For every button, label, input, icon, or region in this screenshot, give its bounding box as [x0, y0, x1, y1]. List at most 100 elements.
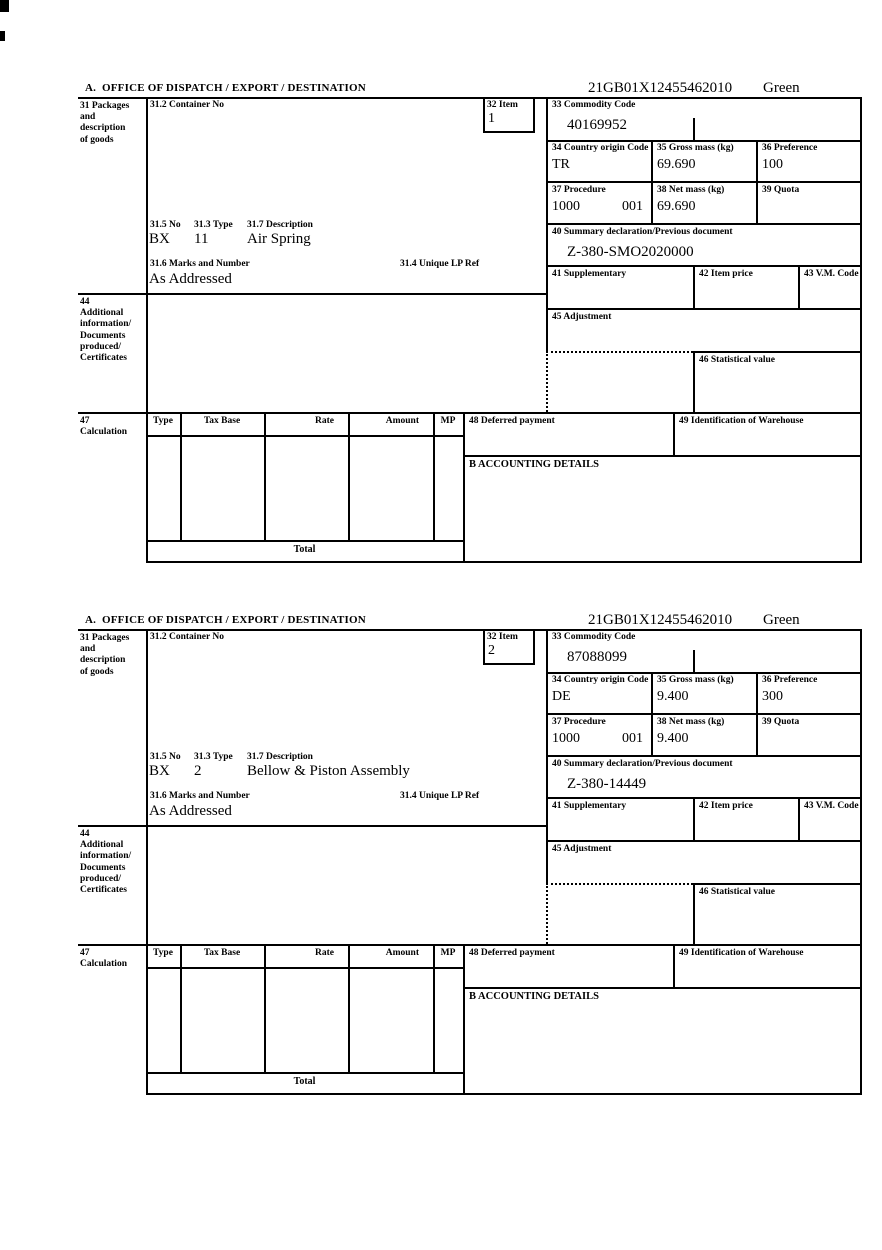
preference-label: 36 Preference: [762, 675, 818, 685]
grid-line: [546, 223, 862, 225]
calc-col-type: Type: [153, 416, 173, 426]
net-mass-label: 38 Net mass (kg): [657, 717, 725, 727]
net-mass-value: 9.400: [657, 731, 689, 746]
gross-mass-value: 9.400: [657, 689, 689, 704]
item-price-label: 42 Item price: [699, 269, 753, 279]
grid-line: [533, 97, 535, 131]
grid-line: [546, 97, 548, 351]
goods-description-value: Bellow & Piston Assembly: [247, 763, 410, 779]
summary-declaration-label: 40 Summary declaration/Previous document: [552, 759, 733, 769]
procedure-label: 37 Procedure: [552, 185, 606, 195]
statistical-value-label: 46 Statistical value: [699, 887, 775, 897]
grid-line: [146, 967, 465, 969]
warehouse-id-label: 49 Identification of Warehouse: [679, 948, 804, 958]
calc-col-amount: Amount: [385, 416, 419, 426]
form-copy-item-2: A. OFFICE OF DISPATCH / EXPORT / DESTINA…: [78, 612, 862, 1095]
grid-line: [180, 412, 182, 540]
dotted-line: [546, 883, 693, 885]
grid-line: [651, 140, 653, 223]
grid-line: [546, 797, 862, 799]
marks-number-value: As Addressed: [149, 271, 232, 287]
country-origin-label: 34 Country origin Code: [552, 675, 649, 685]
routing-channel: Green: [763, 80, 800, 96]
grid-line: [463, 987, 862, 989]
grid-line: [546, 140, 862, 142]
grid-line: [546, 672, 862, 674]
grid-line: [78, 629, 862, 631]
description-label: 31.7 Description: [247, 752, 313, 762]
box47-calculation-label: 47 Calculation: [80, 416, 127, 438]
packages-no-value: BX: [149, 763, 170, 779]
grid-line: [860, 97, 862, 563]
grid-line: [146, 1072, 465, 1074]
packages-type-label: 31.3 Type: [194, 220, 233, 230]
grid-line: [78, 293, 548, 295]
dotted-line: [546, 883, 548, 944]
section-a-title: A. OFFICE OF DISPATCH / EXPORT / DESTINA…: [85, 82, 366, 94]
grid-line: [78, 944, 862, 946]
grid-line: [546, 265, 862, 267]
gross-mass-value: 69.690: [657, 157, 696, 172]
grid-line: [533, 629, 535, 663]
grid-line: [463, 944, 465, 1093]
adjustment-label: 45 Adjustment: [552, 844, 612, 854]
grid-line: [433, 944, 435, 1072]
calc-col-amount: Amount: [385, 948, 419, 958]
grid-line: [348, 944, 350, 1072]
procedure-code2-value: 001: [622, 731, 643, 746]
box44-additional-info-label: 44 Additional information/ Documents pro…: [80, 297, 132, 364]
unique-lp-ref-label: 31.4 Unique LP Ref: [400, 259, 480, 269]
grid-line: [798, 265, 800, 308]
grid-line: [546, 840, 862, 842]
grid-line: [483, 663, 535, 665]
item-number-value: 1: [488, 111, 495, 126]
description-label: 31.7 Description: [247, 220, 313, 230]
grid-line: [673, 412, 675, 455]
packages-type-label: 31.3 Type: [194, 752, 233, 762]
packages-no-label: 31.5 No: [150, 752, 181, 762]
procedure-code-value: 1000: [552, 731, 580, 746]
grid-line: [693, 265, 695, 308]
net-mass-label: 38 Net mass (kg): [657, 185, 725, 195]
grid-line: [146, 1093, 862, 1095]
section-a-title: A. OFFICE OF DISPATCH / EXPORT / DESTINA…: [85, 614, 366, 626]
vm-code-label: 43 V.M. Code: [804, 801, 859, 811]
grid-line: [483, 131, 535, 133]
grid-line: [546, 713, 862, 715]
box31-packages-label: 31 Packages and description of goods: [80, 101, 130, 145]
item-price-label: 42 Item price: [699, 801, 753, 811]
box47-calculation-label: 47 Calculation: [80, 948, 127, 970]
scan-mark: [0, 31, 5, 41]
preference-value: 300: [762, 689, 783, 704]
gross-mass-label: 35 Gross mass (kg): [657, 143, 734, 153]
grid-line: [546, 755, 862, 757]
calc-col-rate: Rate: [315, 416, 334, 426]
adjustment-label: 45 Adjustment: [552, 312, 612, 322]
country-origin-label: 34 Country origin Code: [552, 143, 649, 153]
calc-total-label: Total: [293, 544, 316, 555]
goods-description-value: Air Spring: [247, 231, 311, 247]
grid-line: [146, 97, 148, 563]
commodity-code-value: 40169952: [567, 117, 627, 133]
grid-line: [546, 629, 548, 883]
declaration-reference: 21GB01X12455462010: [588, 80, 733, 96]
item-label: 32 Item: [487, 100, 518, 110]
procedure-code-value: 1000: [552, 199, 580, 214]
grid-line: [180, 944, 182, 1072]
procedure-label: 37 Procedure: [552, 717, 606, 727]
grid-line: [693, 883, 862, 885]
calc-col-tax-base: Tax Base: [203, 416, 241, 426]
grid-line: [693, 883, 695, 944]
deferred-payment-label: 48 Deferred payment: [469, 948, 555, 958]
box31-packages-label: 31 Packages and description of goods: [80, 633, 130, 677]
packages-no-label: 31.5 No: [150, 220, 181, 230]
grid-line: [78, 97, 862, 99]
grid-line: [264, 412, 266, 540]
warehouse-id-label: 49 Identification of Warehouse: [679, 416, 804, 426]
grid-line: [546, 308, 862, 310]
packages-type-value: 2: [194, 763, 202, 779]
commodity-code-value: 87088099: [567, 649, 627, 665]
grid-line: [756, 672, 758, 755]
item-number-value: 2: [488, 643, 495, 658]
grid-line: [78, 825, 548, 827]
